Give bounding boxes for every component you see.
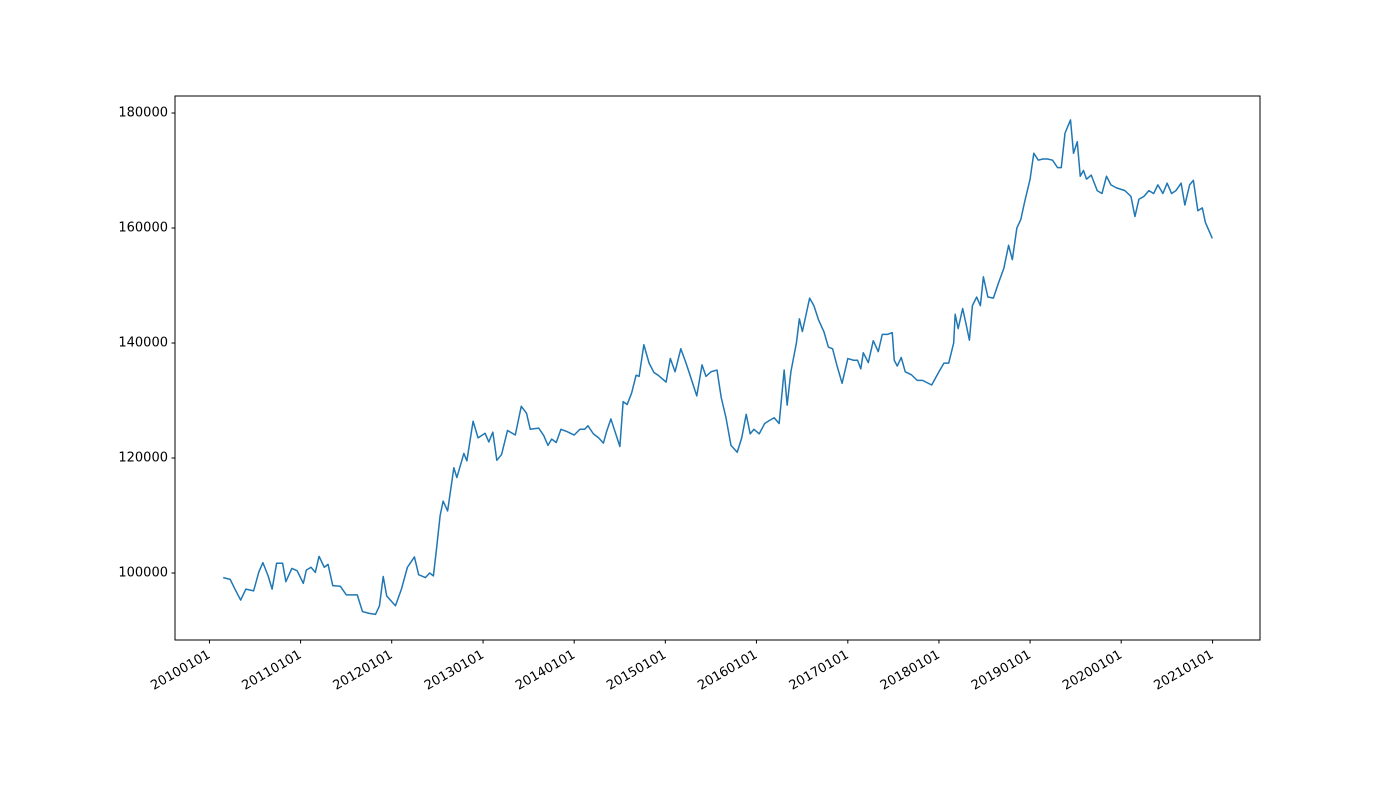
x-tick-label: 20140101	[513, 648, 578, 694]
x-tick-label: 20150101	[604, 648, 669, 694]
y-tick-label: 160000	[118, 221, 168, 236]
x-tick-label: 20210101	[1152, 648, 1217, 694]
series-line	[222, 119, 1214, 616]
x-tick-label: 20160101	[695, 648, 760, 694]
y-tick-label: 120000	[118, 451, 168, 466]
y-tick-label: 100000	[118, 566, 168, 581]
x-tick-label: 20120101	[331, 648, 396, 694]
x-tick-label: 20190101	[969, 648, 1034, 694]
x-tick-label: 20180101	[878, 648, 943, 694]
x-tick-label: 20130101	[422, 648, 487, 694]
x-tick-label: 20110101	[240, 648, 305, 694]
x-tick-label: 20100101	[148, 648, 213, 694]
x-tick-label: 20200101	[1060, 648, 1125, 694]
plot-frame	[174, 95, 1261, 641]
x-tick-label: 20170101	[787, 648, 852, 694]
y-tick-label: 180000	[118, 106, 168, 121]
y-tick-label: 140000	[118, 336, 168, 351]
